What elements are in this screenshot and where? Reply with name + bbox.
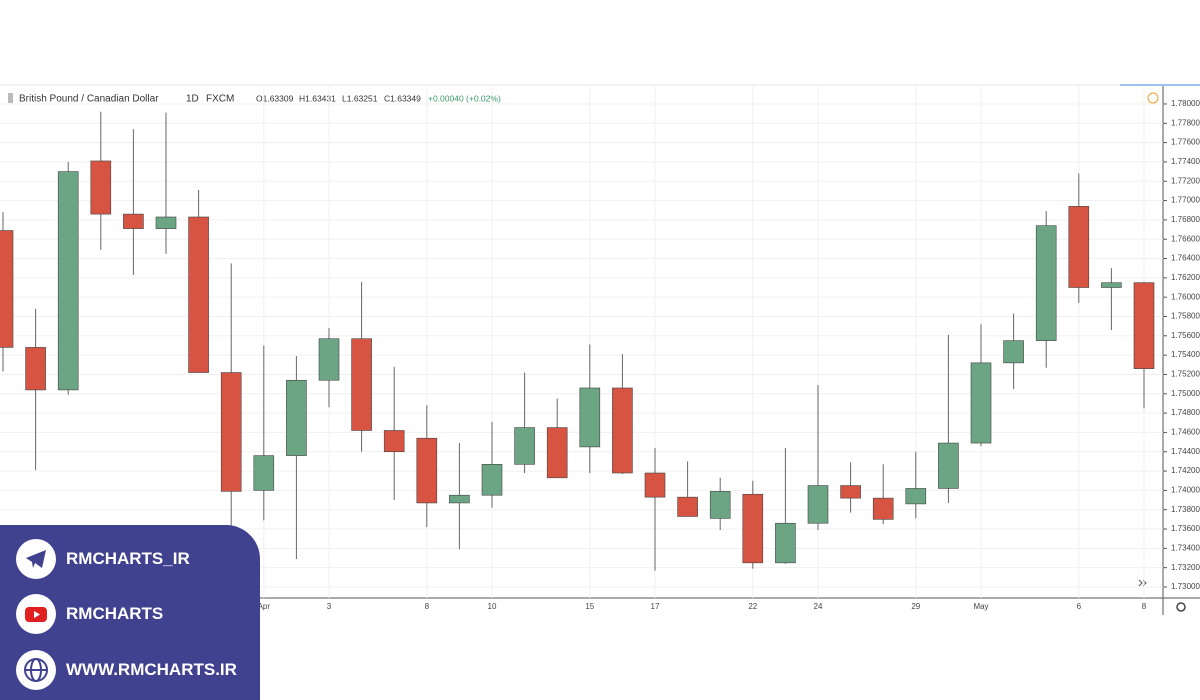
y-tick-label: 1.73000 (1171, 582, 1200, 591)
candle-body (677, 496, 698, 517)
candle-body (840, 485, 861, 499)
info-icon[interactable] (1147, 92, 1159, 104)
candle-body (0, 230, 14, 348)
y-tick-label: 1.76400 (1171, 254, 1200, 263)
y-tick-label: 1.74400 (1171, 447, 1200, 456)
y-tick-label: 1.77400 (1171, 157, 1200, 166)
globe-icon (16, 650, 56, 690)
y-tick-label: 1.78000 (1171, 99, 1200, 108)
telegram-row[interactable]: RMCHARTS_IR (16, 539, 190, 579)
candle-body (546, 427, 568, 479)
settings-icon[interactable] (1176, 602, 1186, 612)
x-tick-label: 8 (1142, 602, 1147, 611)
candle-body (644, 472, 666, 498)
ohlc-close: C1.63349 (384, 93, 421, 103)
candle-body (612, 387, 633, 474)
youtube-label: RMCHARTS (66, 604, 164, 623)
x-tick-label: 15 (585, 602, 594, 611)
website-label: WWW.RMCHARTS.IR (66, 660, 237, 679)
telegram-icon (16, 539, 56, 579)
y-tick-label: 1.77000 (1171, 196, 1200, 205)
candle-body (318, 338, 340, 381)
candle-body (514, 427, 535, 465)
y-tick-label: 1.75600 (1171, 331, 1200, 340)
x-tick-label: 29 (911, 602, 920, 611)
candle-body (1101, 282, 1122, 288)
x-tick-label: 17 (651, 602, 660, 611)
candle-body (253, 455, 275, 491)
candle-body (1068, 206, 1090, 288)
ohlc-open: O1.63309 (256, 93, 294, 103)
candle-body (25, 347, 46, 391)
x-tick-label: 6 (1077, 602, 1082, 611)
symbol-icon (8, 93, 13, 103)
y-tick-label: 1.73400 (1171, 543, 1200, 552)
y-tick-label: 1.73200 (1171, 563, 1200, 572)
y-tick-label: 1.76000 (1171, 292, 1200, 301)
candle-body (90, 160, 112, 215)
candle-body (579, 387, 601, 448)
youtube-icon (16, 594, 56, 634)
symbol: British Pound / Canadian Dollar (19, 94, 159, 105)
telegram-label: RMCHARTS_IR (66, 549, 190, 568)
y-tick-label: 1.76600 (1171, 234, 1200, 243)
candle-body (123, 213, 144, 229)
candle-body (775, 522, 796, 564)
x-tick-label: 3 (327, 602, 332, 611)
x-tick-label: Apr (258, 602, 271, 611)
y-tick-label: 1.74000 (1171, 485, 1200, 494)
y-tick-label: 1.77600 (1171, 138, 1200, 147)
candle-body (57, 171, 79, 391)
candle-body (905, 488, 927, 505)
candle-body (416, 437, 438, 504)
candle-body (188, 216, 209, 373)
y-tick-label: 1.75000 (1171, 389, 1200, 398)
candle-body (742, 493, 764, 564)
y-tick-label: 1.74800 (1171, 408, 1200, 417)
candle-body (709, 491, 731, 519)
interval[interactable]: 1D (186, 94, 199, 105)
website-row[interactable]: WWW.RMCHARTS.IR (16, 650, 237, 690)
candle-body (351, 338, 372, 431)
candle-body (872, 497, 894, 520)
x-tick-label: 8 (425, 602, 430, 611)
candle-body (1003, 340, 1024, 364)
ohlc-high: H1.63431 (299, 93, 336, 103)
y-tick-label: 1.76800 (1171, 215, 1200, 224)
y-tick-label: 1.74600 (1171, 428, 1200, 437)
candle-body (1035, 225, 1057, 341)
y-tick-label: 1.77200 (1171, 176, 1200, 185)
candle-body (286, 379, 307, 456)
source[interactable]: FXCM (206, 94, 234, 105)
candle-body (807, 485, 829, 524)
ohlc-low: L1.63251 (342, 93, 378, 103)
x-tick-label: 22 (748, 602, 757, 611)
y-tick-label: 1.73600 (1171, 524, 1200, 533)
y-tick-label: 1.75800 (1171, 312, 1200, 321)
youtube-row[interactable]: RMCHARTS (16, 594, 163, 634)
promo-panel: RMCHARTS_IR RMCHARTS WWW.RMCHARTS.IR (0, 525, 260, 700)
x-tick-label: May (973, 602, 988, 611)
candle-body (481, 464, 503, 496)
candle-body (155, 216, 177, 229)
ohlc-change: +0.00040 (+0.02%) (428, 93, 501, 103)
y-tick-label: 1.77800 (1171, 118, 1200, 127)
candle-body (383, 430, 405, 453)
candle-body (938, 442, 959, 489)
y-tick-label: 1.76200 (1171, 273, 1200, 282)
x-tick-label: 24 (814, 602, 823, 611)
x-tick-label: 10 (488, 602, 497, 611)
y-tick-label: 1.74200 (1171, 466, 1200, 475)
y-tick-label: 1.73800 (1171, 505, 1200, 514)
y-tick-label: 1.75400 (1171, 350, 1200, 359)
y-tick-label: 1.75200 (1171, 370, 1200, 379)
candle-body (449, 494, 470, 504)
candle-body (1133, 282, 1155, 369)
candle-body (970, 362, 992, 444)
candle-body (220, 372, 242, 492)
scroll-button[interactable] (1138, 579, 1147, 587)
